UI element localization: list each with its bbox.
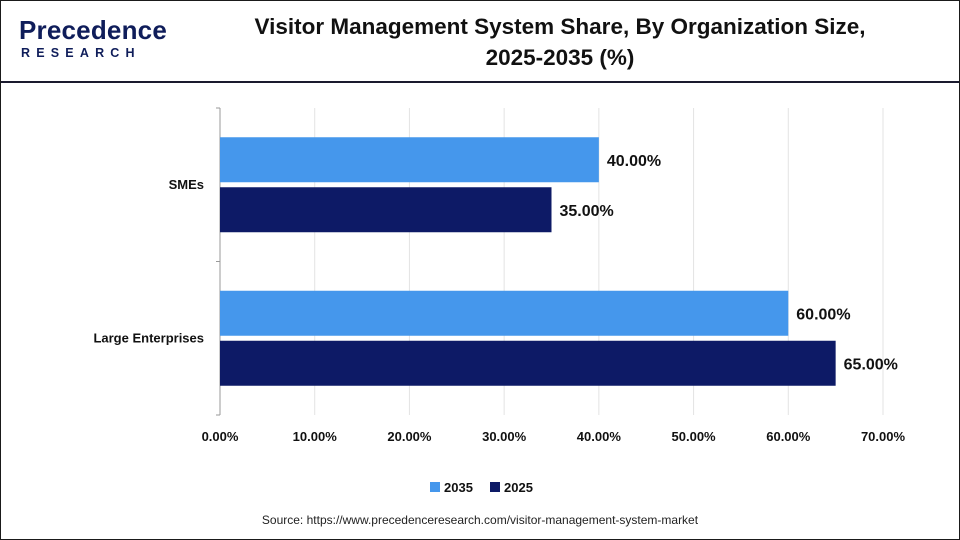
legend-label-2035: 2035 xyxy=(444,480,473,495)
data-label: 60.00% xyxy=(796,306,850,323)
bar-2025-smes xyxy=(220,187,552,233)
chart-title-line-1: Visitor Management System Share, By Orga… xyxy=(254,14,866,39)
legend-label-2025: 2025 xyxy=(504,480,533,495)
x-tick-label: 70.00% xyxy=(861,429,906,444)
category-label: Large Enterprises xyxy=(93,330,204,345)
chart-title-line-2: 2025-2035 (%) xyxy=(485,45,635,70)
category-label: SMEs xyxy=(169,177,204,192)
data-label: 40.00% xyxy=(607,153,661,170)
precedence-research-logo: Precedence RESEARCH xyxy=(19,15,167,65)
chart-title: Visitor Management System Share, By Orga… xyxy=(171,11,949,73)
bar-2035-large-enterprises xyxy=(220,290,789,336)
x-tick-label: 20.00% xyxy=(387,429,432,444)
source-note: Source: https://www.precedenceresearch.c… xyxy=(261,513,699,527)
x-tick-label: 10.00% xyxy=(293,429,338,444)
header: Precedence RESEARCH Visitor Management S… xyxy=(1,1,959,83)
x-tick-label: 40.00% xyxy=(577,429,622,444)
logo-wordmark: Precedence xyxy=(19,15,167,45)
data-label: 35.00% xyxy=(560,203,614,220)
bar-2035-smes xyxy=(220,137,599,183)
data-label: 65.00% xyxy=(844,356,898,373)
x-tick-label: 60.00% xyxy=(766,429,811,444)
bar-2025-large-enterprises xyxy=(220,340,836,386)
x-tick-label: 30.00% xyxy=(482,429,527,444)
legend-swatch-2035 xyxy=(430,482,440,492)
x-tick-label: 0.00% xyxy=(202,429,239,444)
logo-subtitle: RESEARCH xyxy=(21,46,141,60)
x-tick-label: 50.00% xyxy=(672,429,717,444)
legend-swatch-2025 xyxy=(490,482,500,492)
